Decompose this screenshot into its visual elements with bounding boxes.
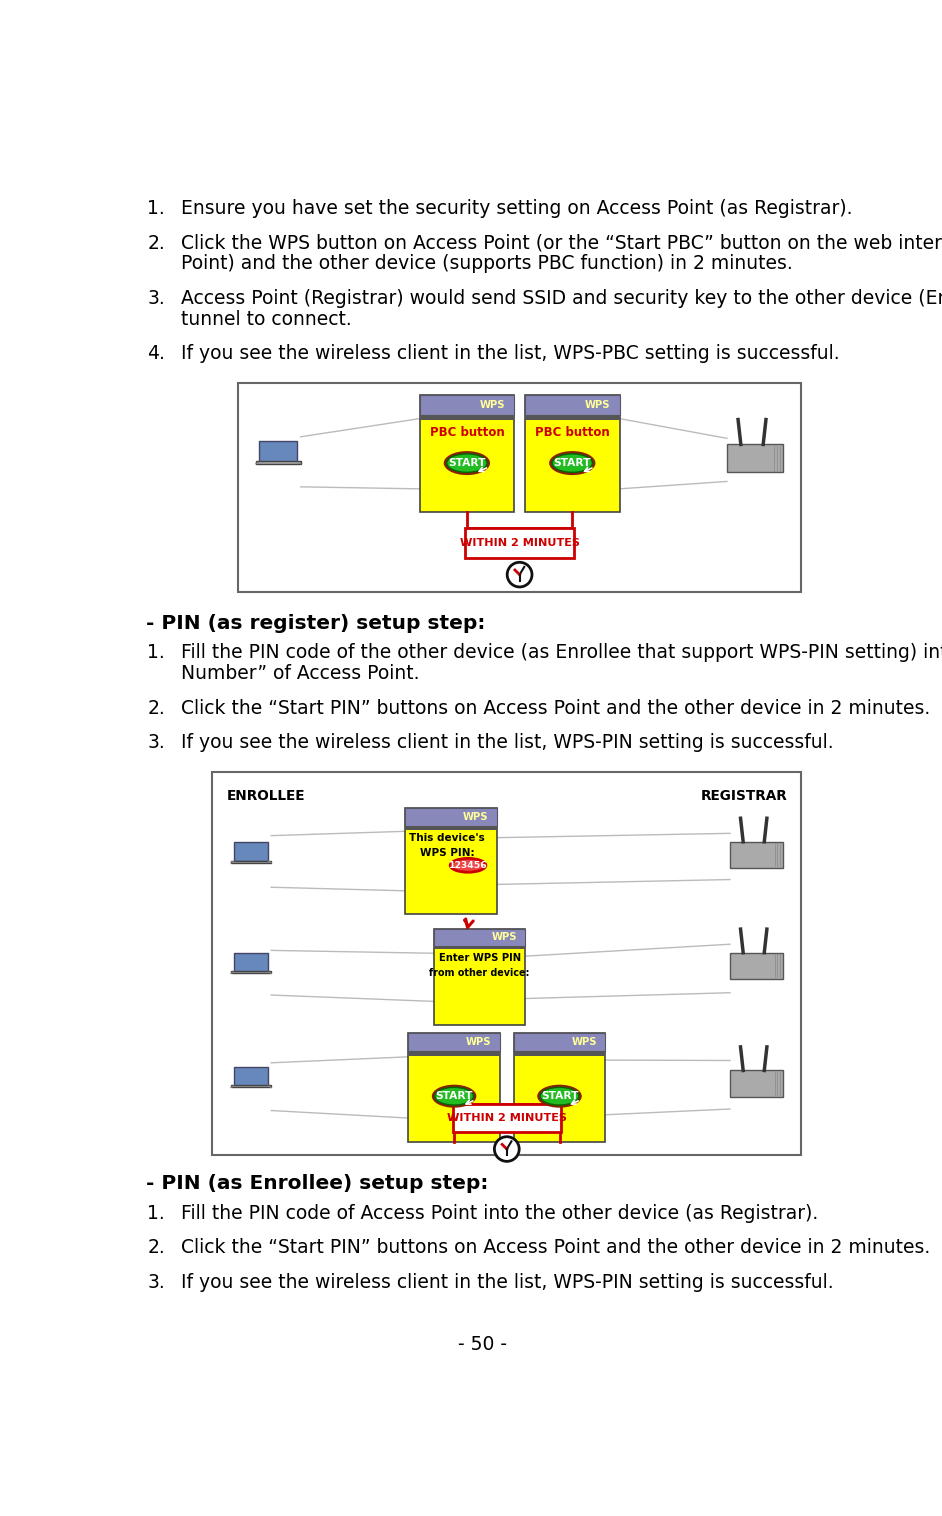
Text: - 50 -: - 50 -: [458, 1336, 508, 1354]
Bar: [231, 972, 271, 973]
Text: REGISTRAR: REGISTRAR: [701, 788, 788, 802]
Text: 2.: 2.: [147, 699, 165, 717]
Text: This device's: This device's: [409, 832, 485, 843]
Bar: [405, 826, 496, 831]
Text: PBC button: PBC button: [535, 426, 609, 440]
Bar: [730, 841, 783, 869]
Text: Click the “Start PIN” buttons on Access Point and the other device in 2 minutes.: Click the “Start PIN” buttons on Access …: [181, 1239, 931, 1257]
Ellipse shape: [552, 453, 593, 473]
Text: If you see the wireless client in the list, WPS-PIN setting is successful.: If you see the wireless client in the li…: [181, 1273, 834, 1292]
Circle shape: [507, 562, 532, 587]
Text: from other device:: from other device:: [430, 967, 530, 978]
Text: WPS: WPS: [572, 1037, 597, 1048]
Text: WPS: WPS: [585, 400, 610, 411]
Ellipse shape: [450, 858, 486, 872]
Text: Click the WPS button on Access Point (or the “Start PBC” button on the web inter: Click the WPS button on Access Point (or…: [181, 233, 942, 253]
Text: Enter WPS PIN: Enter WPS PIN: [439, 954, 521, 963]
Bar: [405, 808, 496, 914]
Circle shape: [495, 1137, 519, 1161]
Bar: [409, 1052, 500, 1055]
Bar: [434, 946, 526, 949]
Ellipse shape: [444, 452, 490, 475]
Bar: [405, 808, 496, 826]
Text: Fill the PIN code of Access Point into the other device (as Registrar).: Fill the PIN code of Access Point into t…: [181, 1204, 819, 1223]
Text: If you see the wireless client in the list, WPS-PIN setting is successful.: If you see the wireless client in the li…: [181, 734, 834, 752]
Text: Fill the PIN code of the other device (as Enrollee that support WPS-PIN setting): Fill the PIN code of the other device (a…: [181, 643, 942, 662]
FancyArrowPatch shape: [464, 919, 473, 928]
Text: If you see the wireless client in the list, WPS-PBC setting is successful.: If you see the wireless client in the li…: [181, 344, 840, 364]
Bar: [259, 441, 298, 462]
Bar: [525, 415, 620, 420]
Text: 1.: 1.: [147, 1204, 165, 1223]
Text: 1.: 1.: [147, 643, 165, 662]
Text: START: START: [554, 458, 591, 468]
Text: ENROLLEE: ENROLLEE: [226, 788, 305, 802]
Bar: [730, 952, 783, 979]
Text: 1.: 1.: [147, 199, 165, 218]
Text: WPS: WPS: [479, 400, 505, 411]
Bar: [419, 396, 514, 415]
Text: WPS: WPS: [463, 813, 489, 822]
Bar: [525, 396, 620, 415]
Text: tunnel to connect.: tunnel to connect.: [181, 309, 352, 329]
Bar: [452, 1104, 561, 1132]
Bar: [434, 929, 526, 1025]
Bar: [409, 1032, 500, 1052]
Text: Point) and the other device (supports PBC function) in 2 minutes.: Point) and the other device (supports PB…: [181, 255, 793, 273]
Text: 2.: 2.: [147, 233, 165, 253]
Ellipse shape: [447, 453, 487, 473]
Bar: [513, 1052, 605, 1055]
Text: 4.: 4.: [147, 344, 165, 364]
Ellipse shape: [537, 1084, 582, 1108]
Bar: [212, 772, 802, 1155]
Bar: [513, 1032, 605, 1052]
Text: 2.: 2.: [147, 1239, 165, 1257]
Ellipse shape: [431, 1084, 477, 1108]
Text: Access Point (Registrar) would send SSID and security key to the other device (E: Access Point (Registrar) would send SSID…: [181, 290, 942, 308]
Bar: [465, 529, 574, 558]
Bar: [434, 929, 526, 946]
Text: 123456: 123456: [448, 861, 487, 870]
Text: START: START: [435, 1092, 473, 1101]
Text: Click the “Start PIN” buttons on Access Point and the other device in 2 minutes.: Click the “Start PIN” buttons on Access …: [181, 699, 931, 717]
Bar: [234, 841, 268, 861]
Text: 3.: 3.: [147, 734, 165, 752]
Bar: [409, 1032, 500, 1142]
Bar: [419, 396, 514, 512]
Bar: [730, 1070, 783, 1096]
Text: PBC button: PBC button: [430, 426, 504, 440]
Text: - PIN (as register) setup step:: - PIN (as register) setup step:: [146, 614, 485, 632]
Text: WPS PIN:: WPS PIN:: [420, 847, 475, 858]
Text: WPS: WPS: [466, 1037, 492, 1048]
Bar: [231, 861, 271, 863]
Bar: [419, 415, 514, 420]
Bar: [231, 1085, 271, 1087]
Ellipse shape: [540, 1087, 579, 1105]
Text: START: START: [541, 1092, 578, 1101]
Bar: [234, 954, 268, 972]
Text: Number” of Access Point.: Number” of Access Point.: [181, 664, 420, 682]
Text: WPS: WPS: [492, 932, 517, 943]
Bar: [525, 396, 620, 512]
Text: 3.: 3.: [147, 1273, 165, 1292]
Ellipse shape: [434, 1087, 474, 1105]
Ellipse shape: [549, 452, 595, 475]
Text: WITHIN 2 MINUTES: WITHIN 2 MINUTES: [460, 538, 579, 549]
Text: START: START: [448, 458, 486, 468]
Bar: [234, 1067, 268, 1085]
Text: - PIN (as Enrollee) setup step:: - PIN (as Enrollee) setup step:: [146, 1175, 488, 1193]
Bar: [238, 384, 802, 593]
Text: 3.: 3.: [147, 290, 165, 308]
Text: Ensure you have set the security setting on Access Point (as Registrar).: Ensure you have set the security setting…: [181, 199, 853, 218]
Bar: [255, 461, 300, 464]
Text: WITHIN 2 MINUTES: WITHIN 2 MINUTES: [447, 1113, 567, 1123]
Bar: [727, 444, 783, 471]
Bar: [513, 1032, 605, 1142]
